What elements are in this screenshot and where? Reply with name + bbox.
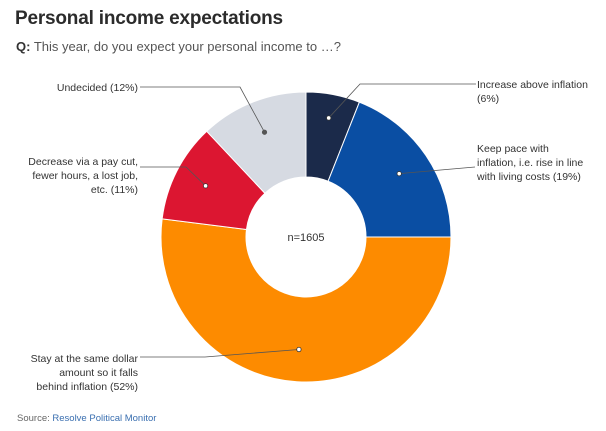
slice-label: Undecided (12%) bbox=[57, 82, 138, 94]
slice-label: Increase above inflation (6%) bbox=[477, 79, 588, 105]
question-body: This year, do you expect your personal i… bbox=[30, 39, 341, 54]
slice-keep-pace[interactable] bbox=[327, 101, 452, 238]
leader-dot bbox=[396, 171, 402, 177]
leader-line bbox=[328, 83, 476, 119]
question-prefix: Q: bbox=[16, 39, 31, 54]
leader-line bbox=[399, 166, 476, 175]
source-label: Source: bbox=[17, 413, 53, 424]
leader-dot bbox=[202, 183, 209, 189]
leader-line bbox=[140, 166, 206, 187]
leader-dot bbox=[261, 129, 268, 135]
source-note: Source: Resolve Political Monitor bbox=[17, 413, 156, 424]
leader-line bbox=[140, 349, 299, 358]
leader-dot bbox=[296, 346, 302, 353]
center-label: n=1605 bbox=[287, 232, 324, 244]
leader-dot bbox=[326, 115, 332, 121]
slice-label: Stay at the same dollar amount so it fall… bbox=[31, 353, 139, 393]
donut-hole bbox=[246, 177, 366, 297]
slice-label: Decrease via a pay cut, fewer hours, a lo… bbox=[28, 156, 138, 196]
chart-title: Personal income expectations bbox=[15, 8, 283, 29]
leader-line bbox=[140, 86, 265, 133]
question-text: Q: This year, do you expect your persona… bbox=[16, 39, 341, 54]
slice-label: Keep pace with inflation, i.e. rise in li… bbox=[476, 143, 583, 183]
source-link[interactable]: Resolve Political Monitor bbox=[52, 413, 157, 424]
